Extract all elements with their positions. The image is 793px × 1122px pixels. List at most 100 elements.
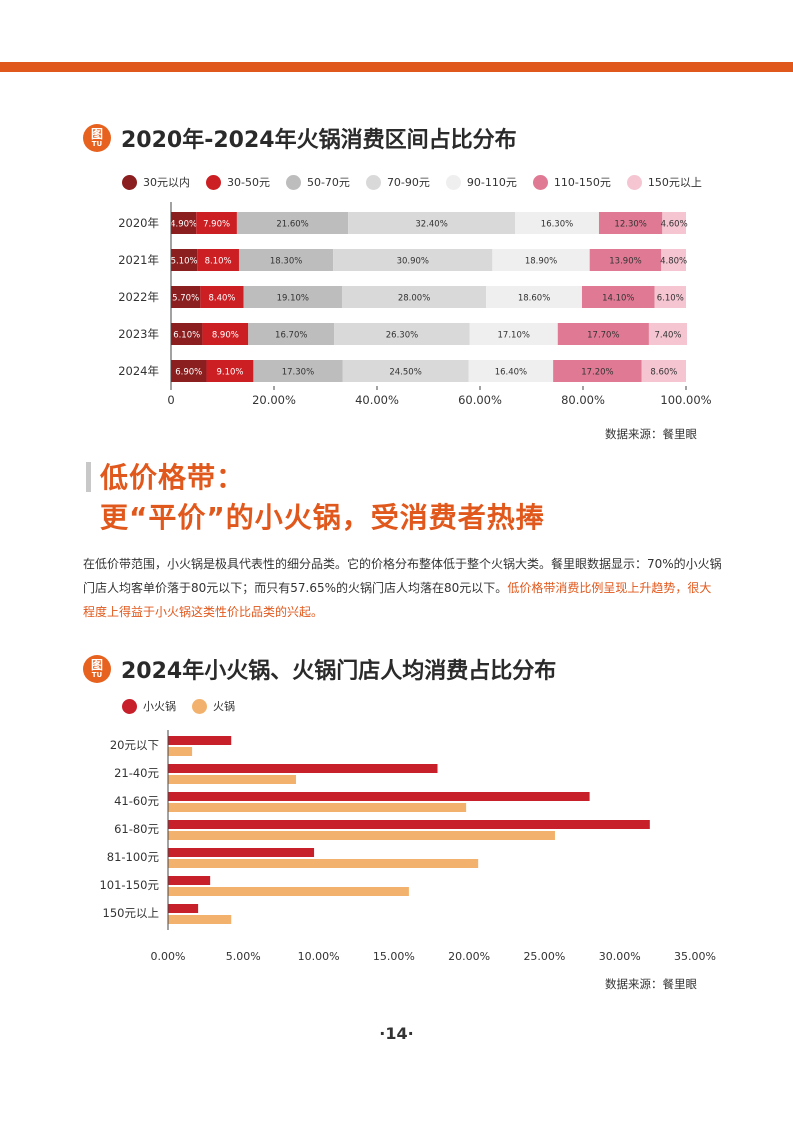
stacked-bar-segment xyxy=(662,212,686,234)
top-accent-bar xyxy=(0,62,793,72)
data-label: 7.40% xyxy=(654,331,681,341)
x-tick-label: 60.00% xyxy=(458,393,502,407)
stacked-bar-segment xyxy=(468,360,554,382)
paragraph-text: 在低价带范围，小火锅是极具代表性的细分品类。它的价格分布整体低于整个火锅大类。餐… xyxy=(83,557,722,595)
x-tick-label: 20.00% xyxy=(448,950,490,963)
stacked-bar-segment xyxy=(598,212,663,234)
data-label: 8.60% xyxy=(650,368,677,378)
data-label: 16.70% xyxy=(275,331,307,341)
stacked-bar-segment xyxy=(341,286,487,308)
stacked-bar-segment xyxy=(648,323,688,345)
data-label: 7.90% xyxy=(203,220,230,230)
chart1-stacked-bar: 2020年 4.90% 7.90% 21.60% 32.40% 16.30% 12.30% 4… xyxy=(118,202,712,407)
x-tick-label: 25.00% xyxy=(523,950,565,963)
bar xyxy=(168,831,555,840)
bar xyxy=(168,848,315,857)
data-label: 16.40% xyxy=(495,368,527,378)
stacked-bar-segment xyxy=(238,249,334,271)
legend-swatch xyxy=(122,174,137,190)
chart2-source: 数据来源：餐里眼 xyxy=(605,977,697,991)
data-label: 18.30% xyxy=(270,257,302,267)
x-tick-label: 0.00% xyxy=(151,950,186,963)
stacked-bar-segment xyxy=(553,360,642,382)
legend-swatch xyxy=(206,174,221,190)
x-tick-label: 100.00% xyxy=(660,393,711,407)
legend-label: 50-70元 xyxy=(306,176,350,189)
stacked-bar-segment xyxy=(581,286,655,308)
bar xyxy=(168,859,479,868)
x-tick-label: 80.00% xyxy=(561,393,605,407)
data-label: 19.10% xyxy=(277,294,309,304)
category-label: 2021年 xyxy=(118,253,159,267)
data-label: 17.70% xyxy=(587,331,619,341)
x-tick-label: 5.00% xyxy=(226,950,261,963)
bar xyxy=(168,775,296,784)
chart1-legend: 30元以内 30-50元 50-70元 70-90元 90-110元 110-150元 15… xyxy=(122,174,718,190)
x-tick-label: 0 xyxy=(167,393,174,407)
chart2-legend: 小火锅 火锅 xyxy=(122,698,251,714)
bar xyxy=(168,904,199,913)
tu-badge-icon: 图 TU xyxy=(83,655,111,683)
section-title-line1: 低价格带： xyxy=(100,461,246,494)
data-label: 18.90% xyxy=(525,257,557,267)
data-label: 26.30% xyxy=(386,331,418,341)
data-label: 4.80% xyxy=(660,257,687,267)
stacked-bar-segment xyxy=(248,323,335,345)
legend-label: 70-90元 xyxy=(386,176,430,189)
legend-label: 110-150元 xyxy=(553,176,611,189)
stacked-bar-segment xyxy=(197,249,239,271)
stacked-bar-segment xyxy=(171,249,198,271)
legend-label: 30-50元 xyxy=(227,176,270,189)
category-label: 2023年 xyxy=(118,327,159,341)
data-label: 21.60% xyxy=(276,220,308,230)
data-label: 13.90% xyxy=(609,257,641,267)
stacked-bar-segment xyxy=(334,323,470,345)
stacked-bar-segment xyxy=(333,249,493,271)
category-label: 41-60元 xyxy=(114,794,159,808)
data-label: 5.70% xyxy=(172,294,199,304)
legend-item: 小火锅 xyxy=(122,698,176,714)
data-label: 16.30% xyxy=(541,220,573,230)
chart1-title: 2020年-2024年火锅消费区间占比分布 xyxy=(121,128,517,153)
page-number: ·14· xyxy=(379,1024,414,1043)
legend-swatch xyxy=(122,698,137,714)
legend-label: 30元以内 xyxy=(143,176,190,189)
category-label: 101-150元 xyxy=(99,878,159,892)
stacked-bar-segment xyxy=(348,212,516,234)
data-label: 9.10% xyxy=(216,368,243,378)
chart2-grouped-bar: 20元以下 21-40元 41-60元 61-80元 81-100元 101-150元 15… xyxy=(99,730,716,963)
data-label: 18.60% xyxy=(518,294,550,304)
bar xyxy=(168,747,193,756)
stacked-bar-segment xyxy=(557,323,649,345)
stacked-bar-segment xyxy=(200,286,244,308)
data-label: 5.10% xyxy=(171,257,198,267)
data-label: 32.40% xyxy=(415,220,447,230)
stacked-bar-segment xyxy=(171,212,197,234)
data-label: 6.90% xyxy=(175,368,202,378)
stacked-bar-segment xyxy=(253,360,343,382)
stacked-bar-segment xyxy=(589,249,662,271)
stacked-bar-segment xyxy=(469,323,558,345)
stacked-bar-segment xyxy=(171,286,201,308)
stacked-bar-segment xyxy=(202,323,249,345)
stacked-bar-segment xyxy=(641,360,686,382)
category-label: 20元以下 xyxy=(110,738,159,752)
stacked-bar-segment xyxy=(243,286,342,308)
bar xyxy=(168,820,650,829)
stacked-bar-segment xyxy=(171,360,207,382)
data-label: 6.10% xyxy=(173,331,200,341)
legend-swatch xyxy=(626,174,642,190)
bar xyxy=(168,915,232,924)
category-label: 2022年 xyxy=(118,290,159,304)
title-marker-bar xyxy=(86,462,91,492)
legend-item: 30-50元 xyxy=(206,174,270,190)
data-label: 24.50% xyxy=(389,368,421,378)
data-label: 8.10% xyxy=(205,257,232,267)
legend-item: 火锅 xyxy=(192,698,235,714)
data-label: 8.40% xyxy=(208,294,235,304)
stacked-bar-segment xyxy=(171,323,203,345)
stacked-bar-segment xyxy=(492,249,590,271)
legend-item: 110-150元 xyxy=(532,174,611,190)
data-label: 8.90% xyxy=(212,331,239,341)
stacked-bar-segment xyxy=(236,212,349,234)
